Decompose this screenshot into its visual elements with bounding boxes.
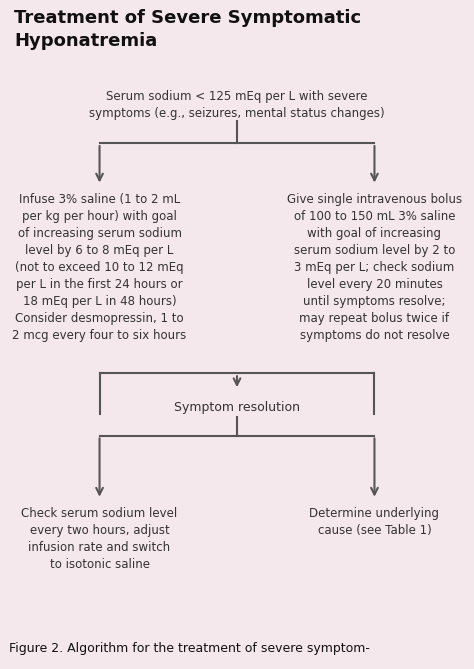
- Text: Determine underlying
cause (see Table 1): Determine underlying cause (see Table 1): [310, 507, 439, 537]
- Text: Symptom resolution: Symptom resolution: [174, 401, 300, 414]
- Text: Figure 2. Algorithm for the treatment of severe symptom-: Figure 2. Algorithm for the treatment of…: [9, 642, 370, 655]
- Text: Infuse 3% saline (1 to 2 mL
per kg per hour) with goal
of increasing serum sodiu: Infuse 3% saline (1 to 2 mL per kg per h…: [12, 193, 187, 342]
- Text: Treatment of Severe Symptomatic
Hyponatremia: Treatment of Severe Symptomatic Hyponatr…: [14, 9, 361, 50]
- Text: Check serum sodium level
every two hours, adjust
infusion rate and switch
to iso: Check serum sodium level every two hours…: [21, 507, 178, 571]
- Text: Serum sodium < 125 mEq per L with severe
symptoms (e.g., seizures, mental status: Serum sodium < 125 mEq per L with severe…: [89, 90, 385, 120]
- Text: Give single intravenous bolus
of 100 to 150 mL 3% saline
with goal of increasing: Give single intravenous bolus of 100 to …: [287, 193, 462, 342]
